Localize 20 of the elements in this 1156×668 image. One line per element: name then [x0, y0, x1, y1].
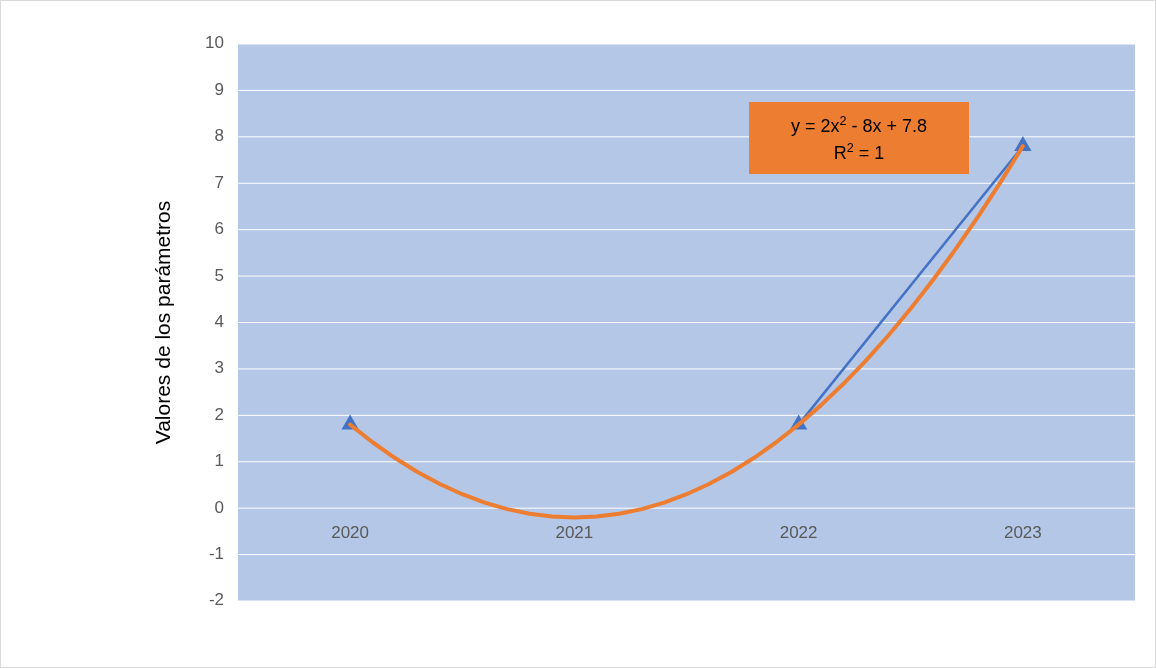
x-tick-label: 2022 [779, 523, 818, 543]
y-tick-label: 2 [214, 404, 224, 424]
y-tick-label: 1 [214, 451, 224, 471]
y-tick-label: 0 [214, 497, 224, 517]
y-tick-label: 6 [214, 219, 224, 239]
x-tick-label: 2023 [1003, 523, 1042, 543]
y-tick-label: 8 [214, 126, 224, 146]
y-tick-label: 7 [214, 172, 224, 192]
annotation: y = 2x$^{2}$ - 8x + 7.8 [790, 114, 928, 136]
y-tick-label: -1 [208, 544, 224, 564]
y-axis-title: Valores de los parámetros [151, 200, 174, 445]
y-tick-label: -2 [208, 590, 224, 610]
y-tick-label: 10 [205, 33, 224, 53]
y-tick-label: 5 [214, 265, 224, 285]
x-tick-label: 2020 [331, 523, 370, 543]
x-tick-label: 2021 [555, 523, 594, 543]
y-tick-label: 4 [214, 311, 224, 331]
y-tick-label: 3 [214, 358, 224, 378]
annotation: R$^{2}$ = 1 [833, 141, 885, 163]
y-tick-label: 9 [214, 79, 224, 99]
